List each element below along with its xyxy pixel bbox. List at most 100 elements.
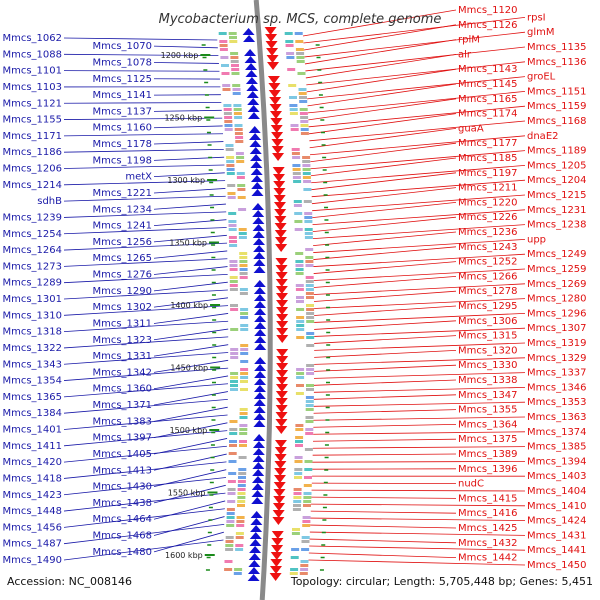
feature-block — [306, 296, 314, 299]
gene-leader-line — [153, 45, 218, 49]
gene-label-left: Mmcs_1070 — [92, 41, 152, 52]
feature-block — [236, 156, 245, 159]
forward-gene-arrow — [254, 329, 267, 336]
forward-gene-arrow — [254, 364, 267, 371]
feature-block — [235, 136, 244, 139]
gene-leader-line — [312, 224, 526, 240]
gene-leader-line — [306, 61, 526, 86]
gene-leader-line — [314, 364, 457, 372]
reverse-gene-arrow — [276, 321, 289, 329]
feature-block — [233, 572, 242, 575]
forward-gene-arrow — [253, 280, 266, 287]
gene-leader-line — [314, 298, 526, 309]
reverse-gene-arrow — [274, 447, 287, 455]
scale-tick-label: 1300 kbp — [167, 176, 205, 185]
reverse-gene-arrow — [273, 475, 286, 483]
feature-block — [302, 524, 311, 527]
forward-strand-arrows — [242, 28, 267, 581]
reverse-gene-arrow — [275, 419, 288, 427]
gene-leader-line — [306, 68, 457, 93]
feature-block — [235, 548, 244, 551]
feature-block — [296, 324, 305, 327]
reverse-gene-arrow — [270, 125, 283, 133]
gene-label-right: Mmcs_1410 — [527, 501, 587, 512]
feature-block — [228, 224, 237, 227]
forward-gene-arrow — [252, 210, 265, 217]
feature-block — [237, 480, 246, 483]
reverse-gene-arrow — [272, 167, 285, 175]
feature-block — [224, 568, 233, 571]
reverse-gene-arrow — [275, 279, 288, 287]
feature-block — [306, 304, 314, 307]
feature-block — [237, 500, 246, 503]
feature-block — [225, 148, 234, 151]
gene-label-right: Mmcs_1185 — [458, 153, 518, 164]
gene-label-left: Mmcs_1420 — [2, 457, 62, 468]
reverse-gene-arrow — [272, 174, 285, 182]
gene-leader-line — [305, 54, 457, 79]
gene-leader-line — [310, 150, 526, 170]
feature-block — [238, 208, 247, 211]
gene-label-right: Mmcs_1259 — [527, 264, 587, 275]
gene-leader-line — [308, 98, 457, 121]
feature-block — [295, 436, 304, 439]
forward-gene-arrow — [252, 462, 265, 469]
reverse-gene-arrow — [275, 244, 288, 252]
gene-leader-line — [314, 372, 526, 379]
feature-block — [294, 228, 303, 231]
gene-label-right: Mmcs_1249 — [527, 249, 587, 260]
gene-leader-line — [63, 305, 229, 316]
feature-block — [240, 380, 248, 383]
feature-block — [230, 56, 239, 59]
gene-label-left: Mmcs_1411 — [2, 441, 62, 452]
feature-block — [235, 536, 244, 539]
forward-gene-arrow — [243, 35, 256, 42]
feature-block — [239, 440, 247, 443]
gene-leader-line — [304, 31, 526, 58]
gene-leader-line — [311, 187, 457, 205]
forward-gene-arrow — [247, 574, 260, 581]
gene-leader-line — [153, 422, 228, 439]
feature-block — [296, 308, 305, 311]
forward-gene-arrow — [250, 525, 263, 532]
feature-block — [229, 428, 238, 431]
gene-label-left: Mmcs_1464 — [92, 514, 152, 525]
gene-leader-line — [63, 367, 229, 381]
gene-leader-line — [314, 305, 457, 316]
gene-label-left: Mmcs_1448 — [2, 506, 62, 517]
feature-block — [292, 156, 301, 159]
gene-leader-line — [63, 289, 228, 300]
gene-label-left: Mmcs_1487 — [2, 539, 62, 550]
feature-block — [224, 120, 233, 123]
forward-gene-arrow — [251, 203, 264, 210]
forward-gene-arrow — [254, 315, 267, 322]
feature-block — [305, 264, 314, 267]
feature-block — [284, 32, 293, 35]
reverse-gene-arrow — [274, 237, 287, 245]
scale-tick-label: 1200 kbp — [161, 51, 199, 60]
feature-block — [237, 184, 246, 187]
feature-block — [228, 212, 237, 215]
feature-block — [236, 520, 245, 523]
gene-label-left: Mmcs_1088 — [2, 49, 62, 60]
feature-block — [238, 476, 246, 479]
gene-label-right: Mmcs_1442 — [458, 553, 518, 564]
feature-block — [306, 308, 315, 311]
gene-leader-line — [313, 268, 526, 281]
feature-block — [295, 440, 303, 443]
feature-block — [233, 112, 242, 115]
feature-block — [306, 332, 315, 335]
feature-block — [305, 292, 314, 295]
feature-block — [289, 104, 298, 107]
feature-block — [306, 388, 314, 391]
gene-leader-line — [153, 266, 228, 275]
reverse-gene-arrow — [274, 223, 287, 231]
feature-block — [305, 420, 314, 423]
gene-leader-line — [63, 133, 224, 137]
forward-gene-arrow — [253, 259, 266, 266]
feature-block — [239, 292, 248, 295]
forward-gene-arrow — [253, 252, 266, 259]
feature-block — [234, 568, 243, 571]
gene-label-right: guaA — [458, 123, 484, 134]
feature-block — [296, 52, 305, 55]
